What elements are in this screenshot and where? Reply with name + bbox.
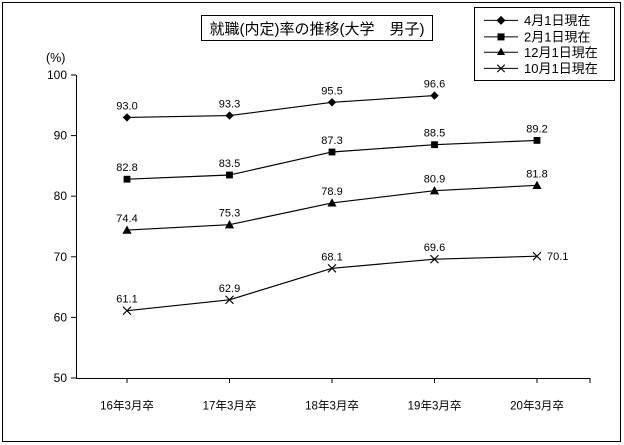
svg-text:81.8: 81.8 [526, 168, 547, 180]
svg-text:82.8: 82.8 [116, 162, 137, 174]
svg-text:(%): (%) [46, 51, 65, 65]
svg-text:95.5: 95.5 [321, 85, 342, 97]
svg-text:80: 80 [54, 189, 68, 203]
svg-text:75.3: 75.3 [219, 208, 240, 220]
svg-text:70.1: 70.1 [547, 251, 568, 263]
svg-text:87.3: 87.3 [321, 135, 342, 147]
svg-text:83.5: 83.5 [219, 158, 240, 170]
svg-text:90: 90 [54, 129, 68, 143]
svg-text:61.1: 61.1 [116, 294, 137, 306]
svg-text:62.9: 62.9 [219, 283, 240, 295]
svg-text:74.4: 74.4 [116, 213, 137, 225]
svg-text:2月1日現在: 2月1日現在 [524, 30, 590, 45]
svg-text:78.9: 78.9 [321, 186, 342, 198]
svg-text:17年3月卒: 17年3月卒 [203, 399, 257, 413]
svg-text:50: 50 [54, 371, 68, 385]
svg-text:19年3月卒: 19年3月卒 [408, 399, 462, 413]
svg-text:88.5: 88.5 [424, 128, 445, 140]
svg-text:70: 70 [54, 250, 68, 264]
svg-text:93.3: 93.3 [219, 99, 240, 111]
svg-text:80.9: 80.9 [424, 174, 445, 186]
svg-text:68.1: 68.1 [321, 251, 342, 263]
svg-text:4月1日現在: 4月1日現在 [524, 13, 590, 28]
svg-text:20年3月卒: 20年3月卒 [510, 399, 564, 413]
svg-text:100: 100 [47, 68, 67, 82]
svg-text:93.0: 93.0 [116, 100, 137, 112]
svg-text:10月1日現在: 10月1日現在 [524, 61, 598, 76]
svg-text:89.2: 89.2 [526, 123, 547, 135]
svg-text:16年3月卒: 16年3月卒 [100, 399, 154, 413]
svg-text:12月1日現在: 12月1日現在 [524, 45, 598, 60]
svg-text:60: 60 [54, 310, 68, 324]
svg-text:69.6: 69.6 [424, 242, 445, 254]
svg-text:18年3月卒: 18年3月卒 [305, 399, 359, 413]
svg-text:96.6: 96.6 [424, 79, 445, 91]
